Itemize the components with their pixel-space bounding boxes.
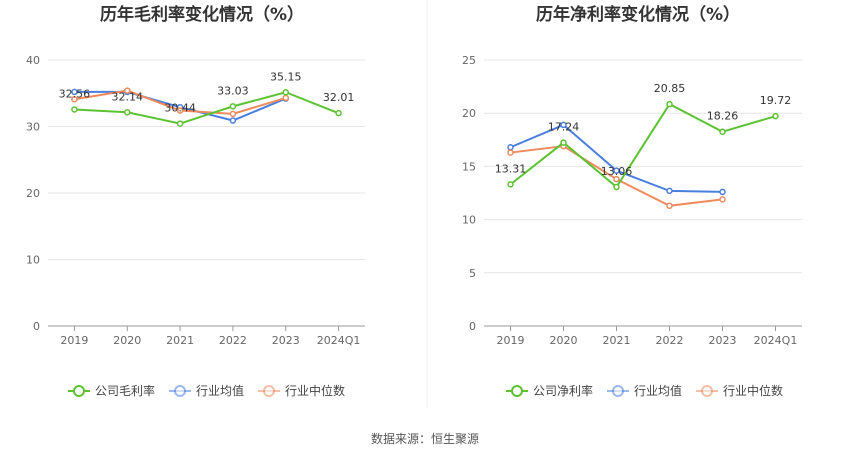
legend-label: 公司净利率	[533, 383, 593, 398]
data-point-company	[335, 109, 342, 117]
y-tick-label: 10	[462, 214, 476, 227]
data-label: 32.14	[112, 90, 144, 103]
data-label: 20.85	[654, 82, 686, 95]
y-tick-label: 20	[462, 107, 476, 120]
legend-label: 行业中位数	[723, 383, 783, 398]
data-point-median	[613, 175, 620, 183]
data-label: 33.03	[217, 84, 249, 97]
y-tick-label: 20	[26, 187, 40, 200]
y-tick-label: 40	[26, 54, 40, 67]
x-tick-label: 2024Q1	[317, 334, 361, 347]
legend-label: 行业均值	[196, 383, 244, 398]
x-tick-label: 2021	[603, 334, 631, 347]
data-point-company	[282, 89, 289, 96]
data-label: 32.01	[323, 91, 355, 104]
data-label: 35.15	[270, 70, 302, 83]
x-tick-label: 2020	[113, 334, 141, 347]
legend-item-avg: 行业均值	[169, 383, 244, 398]
legend-label: 公司毛利率	[95, 383, 155, 398]
y-tick-label: 15	[462, 160, 476, 173]
legend-swatch-marker	[612, 385, 624, 397]
data-point-avg	[229, 117, 237, 124]
y-tick-label: 0	[33, 320, 40, 333]
data-label: 19.72	[760, 94, 792, 107]
legend-swatch-marker	[73, 385, 85, 397]
data-label: 13.31	[495, 162, 527, 175]
legend-item-company: 公司毛利率	[68, 383, 155, 398]
data-point-company	[229, 103, 237, 110]
x-tick-label: 2020	[550, 334, 578, 347]
data-point-avg	[507, 143, 514, 151]
data-point-median	[71, 95, 78, 103]
data-point-median	[507, 149, 514, 156]
data-label: 30.44	[164, 102, 196, 115]
data-point-company	[666, 100, 673, 108]
data-point-avg	[613, 167, 620, 174]
legend-swatch-marker	[174, 385, 186, 397]
x-tick-label: 2022	[219, 334, 247, 347]
data-point-avg	[719, 188, 726, 196]
legend-label: 行业中位数	[285, 383, 345, 398]
x-tick-label: 2024Q1	[754, 334, 798, 347]
x-tick-label: 2019	[497, 334, 525, 347]
data-label: 18.26	[707, 110, 739, 123]
chart-panel-1: 历年毛利率变化情况（%） 0 10 20 30 40 2019 2020 2021 2022 202…	[26, 4, 365, 398]
source-note: 数据来源：恒生聚源	[371, 431, 479, 446]
data-label: 17.24	[548, 121, 580, 134]
chart-title: 历年净利率变化情况（%）	[536, 4, 740, 25]
data-point-company	[613, 183, 620, 191]
data-point-median	[666, 202, 673, 210]
data-point-company	[176, 120, 184, 127]
data-point-company	[71, 106, 78, 113]
x-tick-label: 2023	[272, 334, 300, 347]
data-point-company	[772, 112, 779, 120]
data-point-median	[124, 87, 131, 94]
y-tick-label: 30	[26, 121, 40, 134]
data-label: 32.56	[59, 87, 91, 100]
data-point-avg	[71, 88, 78, 96]
x-tick-label: 2021	[166, 334, 194, 347]
legend-item-avg: 行业均值	[607, 383, 682, 398]
legend-swatch-marker	[701, 385, 713, 397]
data-point-median	[229, 110, 237, 118]
legend-swatch-marker	[263, 385, 275, 397]
chart-title: 历年毛利率变化情况（%）	[100, 4, 304, 25]
data-point-company	[719, 128, 726, 135]
data-point-median	[719, 196, 726, 203]
legend-item-median: 行业中位数	[696, 383, 783, 398]
data-point-avg	[560, 121, 567, 129]
x-tick-label: 2023	[709, 334, 737, 347]
y-tick-label: 10	[26, 254, 40, 267]
legend-item-median: 行业中位数	[258, 383, 345, 398]
data-label: 13.06	[601, 165, 633, 178]
data-point-company	[507, 181, 514, 188]
y-tick-label: 0	[469, 320, 476, 333]
x-tick-label: 2019	[60, 334, 88, 347]
series-line-company	[509, 103, 776, 189]
data-point-median	[282, 94, 289, 102]
data-point-median	[176, 107, 184, 114]
legend-label: 行业均值	[634, 383, 682, 398]
legend-item-company: 公司净利率	[506, 383, 593, 398]
y-tick-label: 25	[462, 54, 476, 67]
data-point-avg	[666, 187, 673, 195]
data-point-company	[560, 139, 567, 146]
y-tick-label: 5	[469, 267, 476, 280]
data-point-company	[124, 109, 131, 116]
x-tick-label: 2022	[656, 334, 684, 347]
legend-swatch-marker	[511, 385, 523, 397]
chart-panel-2: 历年净利率变化情况（%） 0 5 10 15 20 25 2019 2020 2021 2022 20…	[462, 4, 802, 398]
series-line-company	[74, 91, 339, 125]
